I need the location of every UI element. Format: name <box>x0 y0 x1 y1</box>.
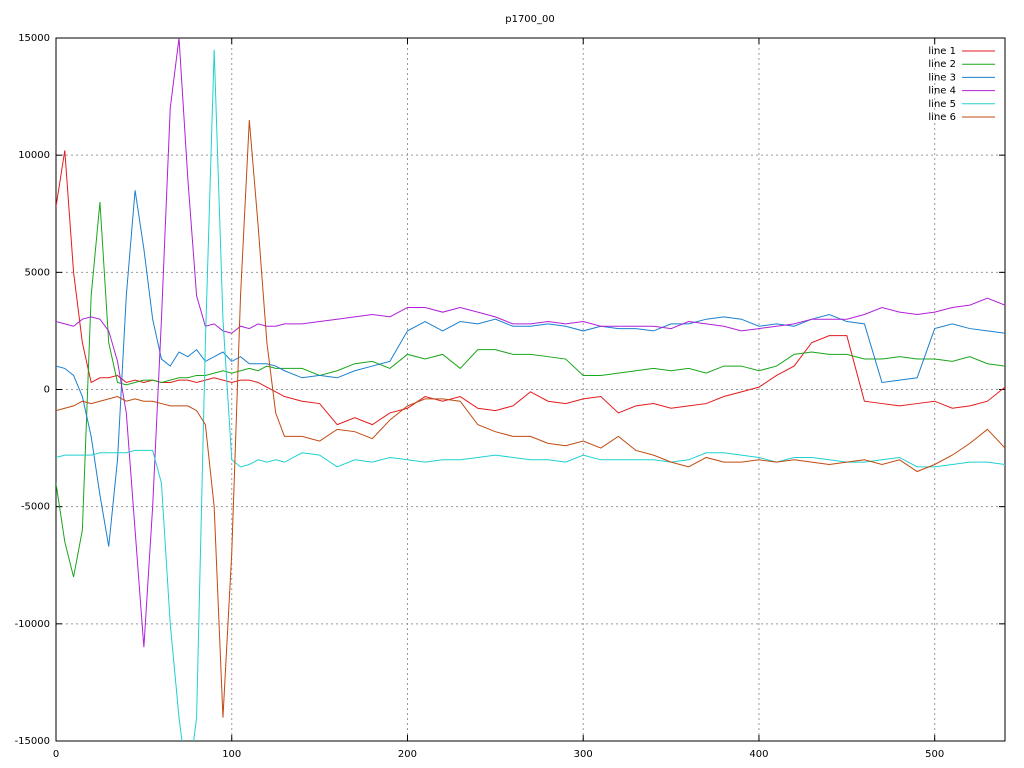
plot-frame <box>55 37 1006 742</box>
y-tick-label: 5000 <box>25 267 50 278</box>
x-tick-label: 100 <box>222 749 241 760</box>
y-tick-label: 15000 <box>18 33 50 44</box>
series-line <box>56 190 1005 547</box>
y-tick-label: -15000 <box>15 736 50 747</box>
chart-title: p1700_00 <box>505 14 555 25</box>
series-line <box>56 201 1005 578</box>
y-tick-label: 10000 <box>18 150 50 161</box>
x-tick-label: 300 <box>574 749 593 760</box>
legend-label: line 4 <box>928 86 956 97</box>
y-tick-label: -5000 <box>21 502 50 513</box>
legend-label: line 2 <box>928 59 956 70</box>
legend-label: line 1 <box>928 46 956 57</box>
legend-label: line 3 <box>928 72 956 83</box>
x-tick-label: 0 <box>53 749 59 760</box>
legend-label: line 6 <box>928 112 956 123</box>
y-tick-label: -10000 <box>15 619 50 630</box>
x-tick-label: 200 <box>398 749 417 760</box>
series-line <box>56 119 1005 718</box>
series-line <box>56 49 1005 741</box>
legend-label: line 5 <box>928 99 956 110</box>
series-line <box>56 38 1005 648</box>
x-tick-label: 400 <box>749 749 768 760</box>
series-line <box>56 150 1005 426</box>
y-tick-label: 0 <box>44 385 50 396</box>
x-tick-label: 500 <box>925 749 944 760</box>
